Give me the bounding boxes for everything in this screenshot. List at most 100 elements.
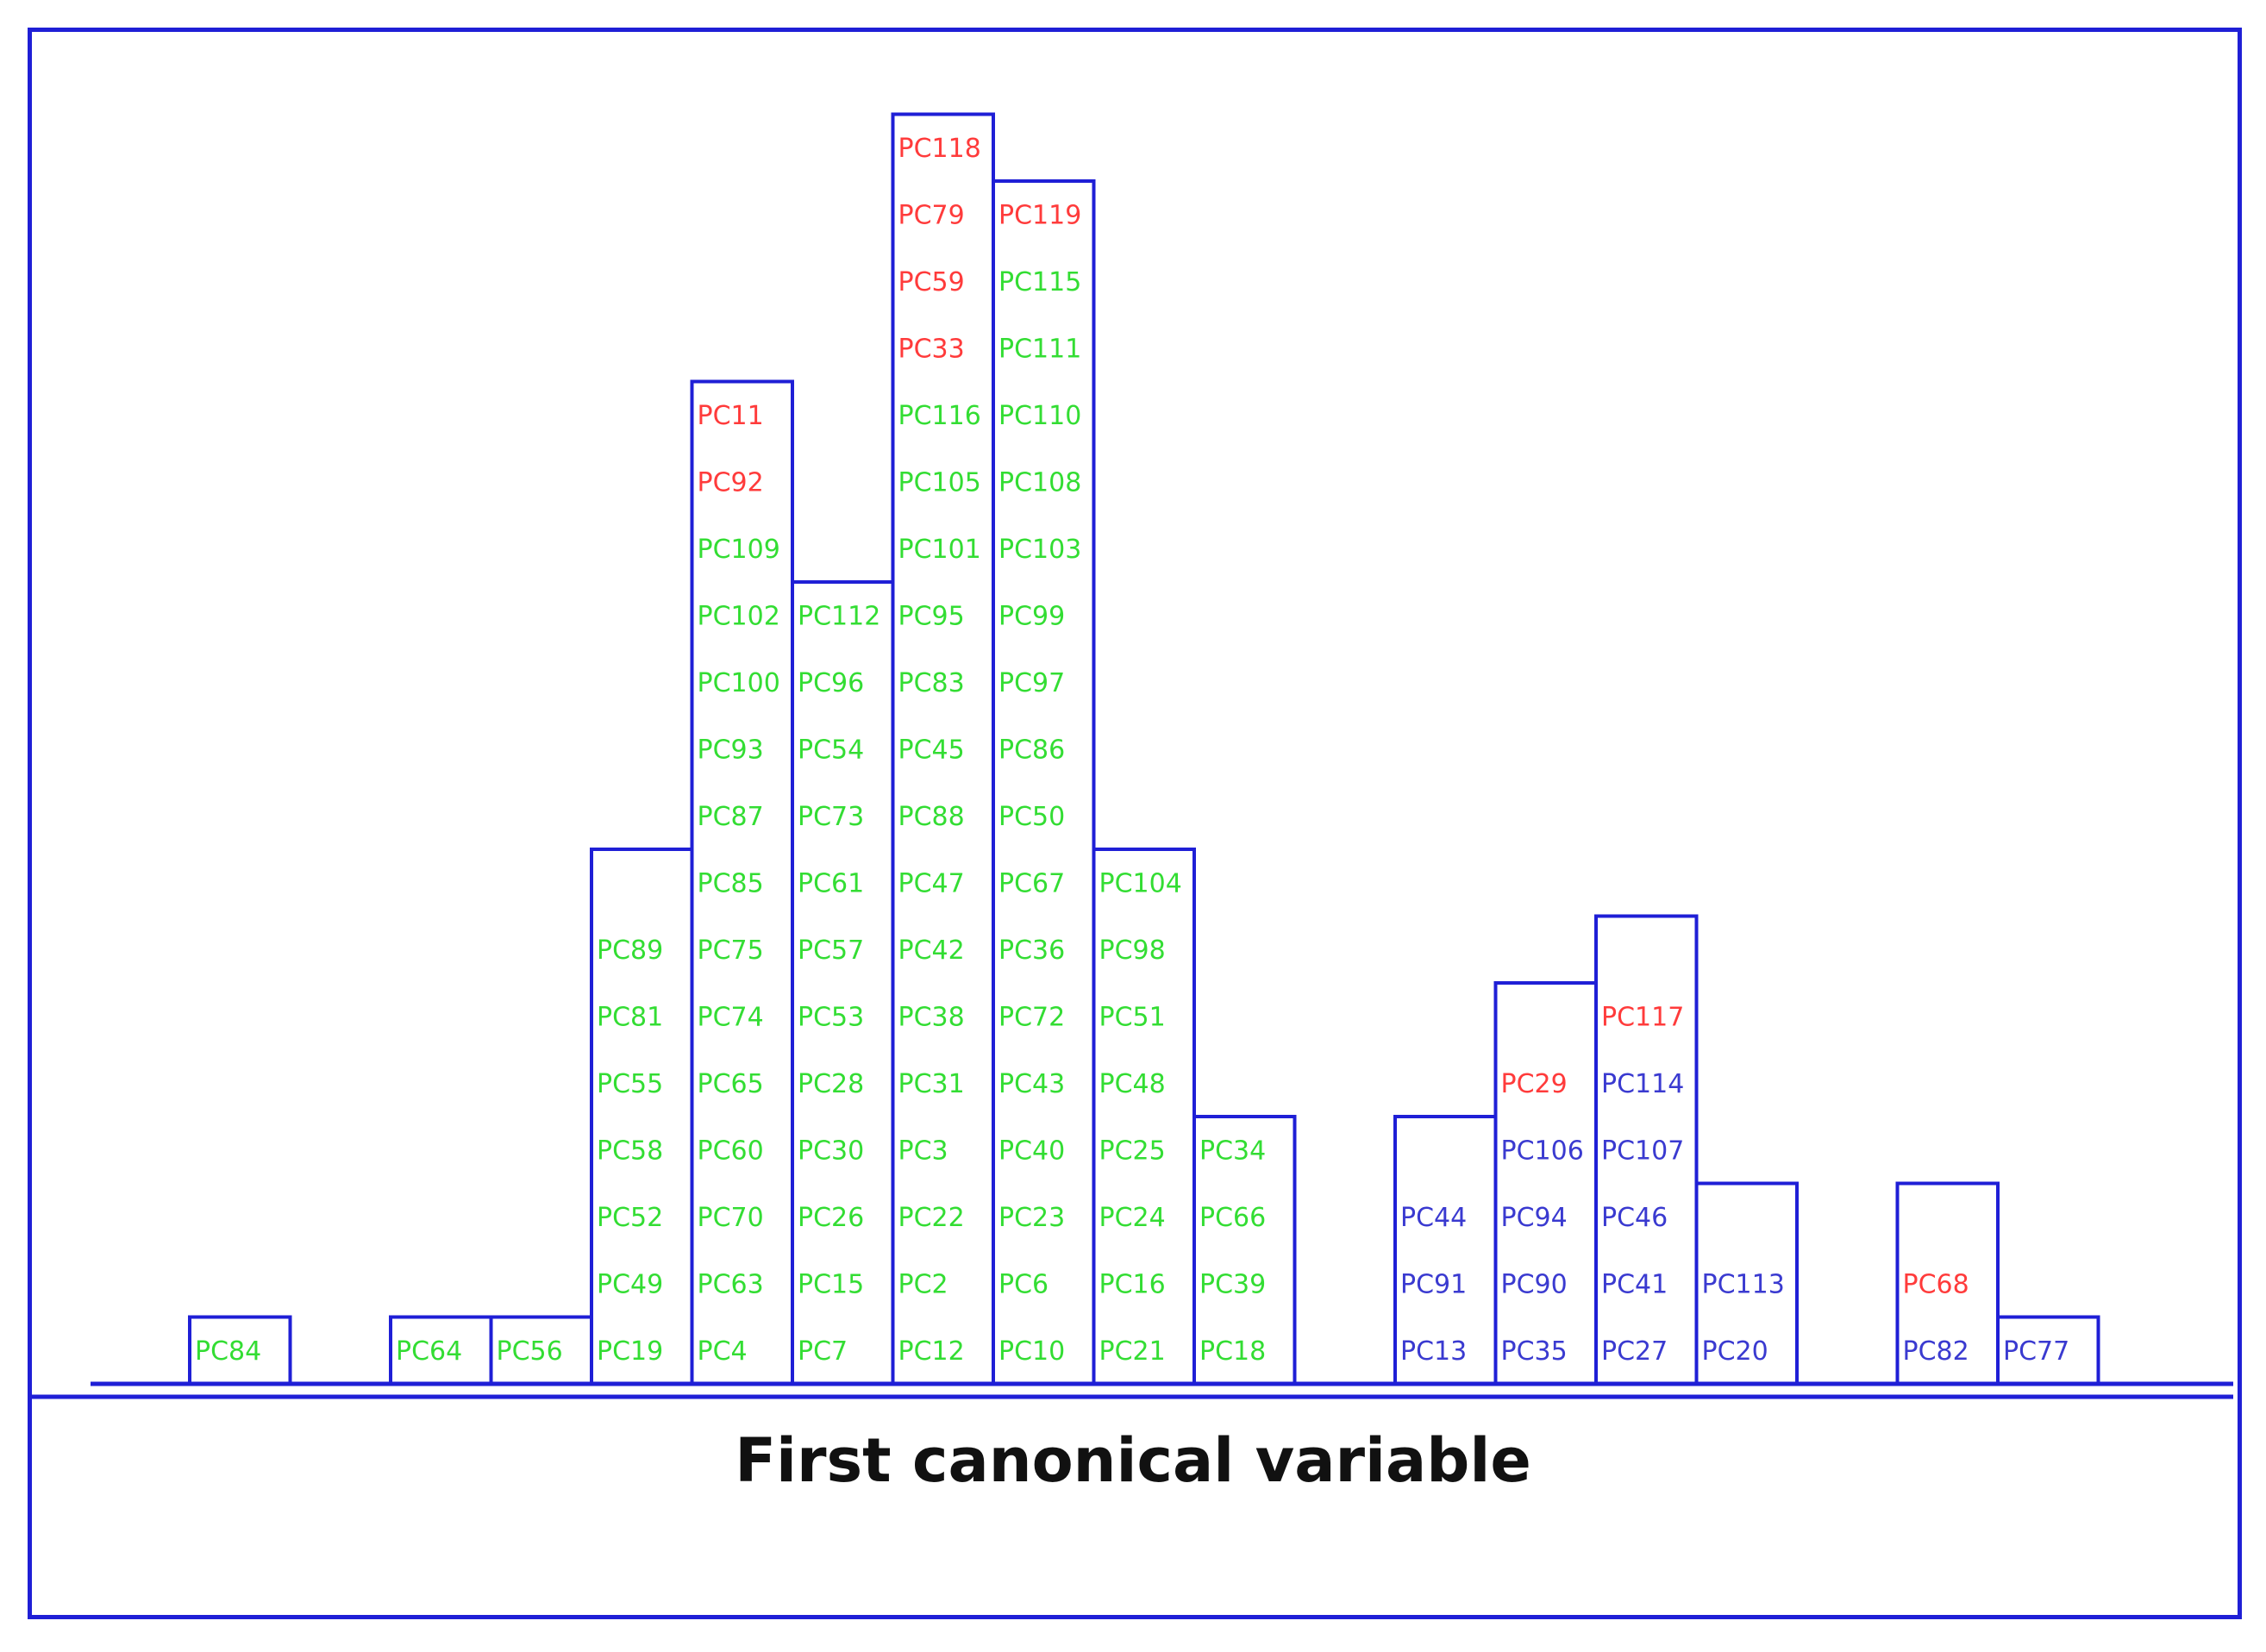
cell-label: PC56 (497, 1336, 563, 1367)
cell-label: PC70 (698, 1203, 764, 1233)
cell-label: PC66 (1199, 1203, 1266, 1233)
cell-label: PC22 (898, 1203, 965, 1233)
bars-group (188, 112, 2100, 1386)
cell-label: PC26 (798, 1203, 864, 1233)
cell-label: PC24 (1099, 1203, 1166, 1233)
x-axis-title: First canonical variable (735, 1425, 1531, 1496)
cell-label: PC110 (998, 401, 1081, 431)
histogram-bar (1493, 981, 1598, 1386)
cell-label: PC6 (998, 1270, 1048, 1300)
cell-label: PC25 (1099, 1136, 1166, 1167)
cell-label: PC10 (998, 1336, 1065, 1367)
cell-label: PC59 (898, 267, 965, 297)
cell-label: PC111 (998, 335, 1081, 365)
cell-label: PC93 (698, 735, 764, 766)
cell-label: PC42 (898, 936, 965, 966)
cell-label: PC19 (597, 1336, 663, 1367)
cell-labels-group: PC84 PC64 PC56 PC19 PC49 PC52 PC58 PC55 PC81 PC89… (195, 134, 2069, 1367)
cell-label: PC101 (898, 535, 981, 565)
cell-label: PC43 (998, 1069, 1065, 1099)
cell-label: PC90 (1501, 1270, 1568, 1300)
cell-label: PC87 (698, 802, 764, 832)
cell-label: PC97 (998, 668, 1065, 698)
histogram-bar (590, 848, 694, 1386)
cell-label: PC20 (1702, 1336, 1768, 1367)
cell-label: PC47 (898, 869, 965, 899)
cell-label: PC36 (998, 936, 1065, 966)
cell-label: PC39 (1199, 1270, 1266, 1300)
cell-label: PC108 (998, 468, 1081, 498)
cell-label: PC113 (1702, 1270, 1785, 1300)
cell-label: PC61 (798, 869, 864, 899)
cell-label: PC2 (898, 1270, 948, 1300)
cell-label: PC107 (1601, 1136, 1684, 1167)
cell-label: PC79 (898, 201, 965, 231)
cell-label: PC29 (1501, 1069, 1568, 1099)
cell-label: PC72 (998, 1003, 1065, 1033)
cell-label: PC91 (1400, 1270, 1467, 1300)
cell-label: PC114 (1601, 1069, 1684, 1099)
cell-label: PC112 (798, 602, 880, 632)
cell-label: PC18 (1199, 1336, 1266, 1367)
cell-label: PC68 (1903, 1270, 1969, 1300)
chart-frame (28, 28, 2242, 1619)
cell-label: PC103 (998, 535, 1081, 565)
cell-label: PC53 (798, 1003, 864, 1033)
cell-label: PC27 (1601, 1336, 1668, 1367)
cell-label: PC106 (1501, 1136, 1584, 1167)
cell-label: PC58 (597, 1136, 663, 1167)
cell-label: PC16 (1099, 1270, 1166, 1300)
cell-label: PC46 (1601, 1203, 1668, 1233)
cell-label: PC119 (998, 201, 1081, 231)
cell-label: PC65 (698, 1069, 764, 1099)
cell-label: PC117 (1601, 1003, 1684, 1033)
cell-label: PC89 (597, 936, 663, 966)
cell-label: PC84 (195, 1336, 261, 1367)
cell-label: PC99 (998, 602, 1065, 632)
cell-label: PC28 (798, 1069, 864, 1099)
cell-label: PC57 (798, 936, 864, 966)
cell-label: PC109 (698, 535, 780, 565)
cell-label: PC40 (998, 1136, 1065, 1167)
histogram-bar (1092, 848, 1196, 1386)
cell-label: PC13 (1400, 1336, 1467, 1367)
cell-label: PC94 (1501, 1203, 1568, 1233)
cell-label: PC4 (698, 1336, 748, 1367)
cell-label: PC41 (1601, 1270, 1668, 1300)
cell-label: PC23 (998, 1203, 1065, 1233)
cell-label: PC67 (998, 869, 1065, 899)
cell-label: PC81 (597, 1003, 663, 1033)
cell-label: PC33 (898, 335, 965, 365)
cell-label: PC105 (898, 468, 981, 498)
cell-label: PC86 (998, 735, 1065, 766)
cell-label: PC74 (698, 1003, 764, 1033)
cell-label: PC96 (798, 668, 864, 698)
cell-label: PC116 (898, 401, 981, 431)
cell-label: PC98 (1099, 936, 1166, 966)
cell-label: PC100 (698, 668, 780, 698)
cell-label: PC55 (597, 1069, 663, 1099)
cell-label: PC34 (1199, 1136, 1266, 1167)
cell-label: PC104 (1099, 869, 1182, 899)
cell-label: PC54 (798, 735, 864, 766)
cell-label: PC75 (698, 936, 764, 966)
cell-label: PC52 (597, 1203, 663, 1233)
cell-label: PC50 (998, 802, 1065, 832)
cell-label: PC30 (798, 1136, 864, 1167)
cell-label: PC92 (698, 468, 764, 498)
cell-label: PC3 (898, 1136, 948, 1167)
cell-label: PC73 (798, 802, 864, 832)
cell-label: PC49 (597, 1270, 663, 1300)
cell-label: PC51 (1099, 1003, 1166, 1033)
cell-label: PC95 (898, 602, 965, 632)
cell-label: PC12 (898, 1336, 965, 1367)
cell-label: PC15 (798, 1270, 864, 1300)
cell-label: PC60 (698, 1136, 764, 1167)
cell-label: PC31 (898, 1069, 965, 1099)
histogram-bar (791, 580, 895, 1386)
cell-label: PC83 (898, 668, 965, 698)
cell-label: PC85 (698, 869, 764, 899)
cell-label: PC77 (2003, 1336, 2069, 1367)
cell-label: PC21 (1099, 1336, 1166, 1367)
